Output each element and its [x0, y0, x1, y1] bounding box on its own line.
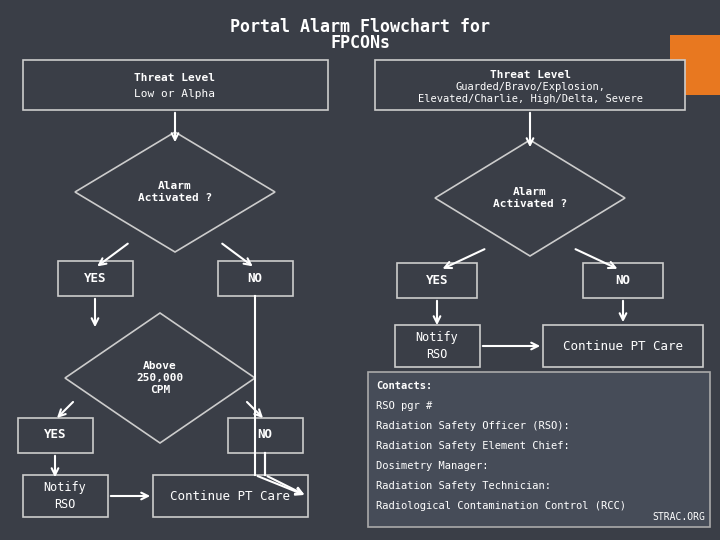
Text: Guarded/Bravo/Explosion,: Guarded/Bravo/Explosion,	[455, 82, 605, 92]
Text: Contacts:: Contacts:	[376, 381, 432, 391]
Text: YES: YES	[44, 429, 66, 442]
Bar	[217, 260, 292, 295]
Text: NO: NO	[258, 429, 272, 442]
Bar	[17, 417, 92, 453]
Text: Portal Alarm Flowchart for: Portal Alarm Flowchart for	[230, 18, 490, 36]
Bar	[153, 475, 307, 517]
Bar	[397, 262, 477, 298]
Text: Notify
RSO: Notify RSO	[44, 481, 86, 511]
Text: Continue PT Care: Continue PT Care	[170, 489, 290, 503]
Bar	[22, 60, 328, 110]
Bar	[368, 372, 710, 527]
Text: NO: NO	[248, 272, 263, 285]
Polygon shape	[75, 132, 275, 252]
Bar	[583, 262, 663, 298]
Text: YES: YES	[426, 273, 449, 287]
Text: NO: NO	[616, 273, 631, 287]
Text: Threat Level: Threat Level	[135, 73, 215, 83]
Text: Radiation Safety Element Chief:: Radiation Safety Element Chief:	[376, 441, 570, 451]
Text: FPCONs: FPCONs	[330, 34, 390, 52]
Bar	[58, 260, 132, 295]
Bar	[395, 325, 480, 367]
Bar	[375, 60, 685, 110]
Text: STRAC.ORG: STRAC.ORG	[652, 512, 705, 522]
Text: YES: YES	[84, 272, 107, 285]
Text: Elevated/Charlie, High/Delta, Severe: Elevated/Charlie, High/Delta, Severe	[418, 94, 642, 104]
Text: Above
250,000
CPM: Above 250,000 CPM	[136, 361, 184, 395]
Text: RSO pgr #: RSO pgr #	[376, 401, 432, 411]
Bar	[670, 35, 720, 95]
Text: Notify
RSO: Notify RSO	[415, 331, 459, 361]
Polygon shape	[65, 313, 255, 443]
Text: Alarm
Activated ?: Alarm Activated ?	[493, 187, 567, 209]
Bar	[543, 325, 703, 367]
Text: Dosimetry Manager:: Dosimetry Manager:	[376, 461, 488, 471]
Text: Alarm
Activated ?: Alarm Activated ?	[138, 181, 212, 203]
Text: Continue PT Care: Continue PT Care	[563, 340, 683, 353]
Text: Low or Alpha: Low or Alpha	[135, 89, 215, 99]
Bar	[22, 475, 107, 517]
Bar	[228, 417, 302, 453]
Text: Radiation Safety Officer (RSO):: Radiation Safety Officer (RSO):	[376, 421, 570, 431]
Text: Radiation Safety Technician:: Radiation Safety Technician:	[376, 481, 551, 491]
Text: Threat Level: Threat Level	[490, 70, 570, 80]
Text: Radiological Contamination Control (RCC): Radiological Contamination Control (RCC)	[376, 501, 626, 511]
Polygon shape	[435, 140, 625, 256]
